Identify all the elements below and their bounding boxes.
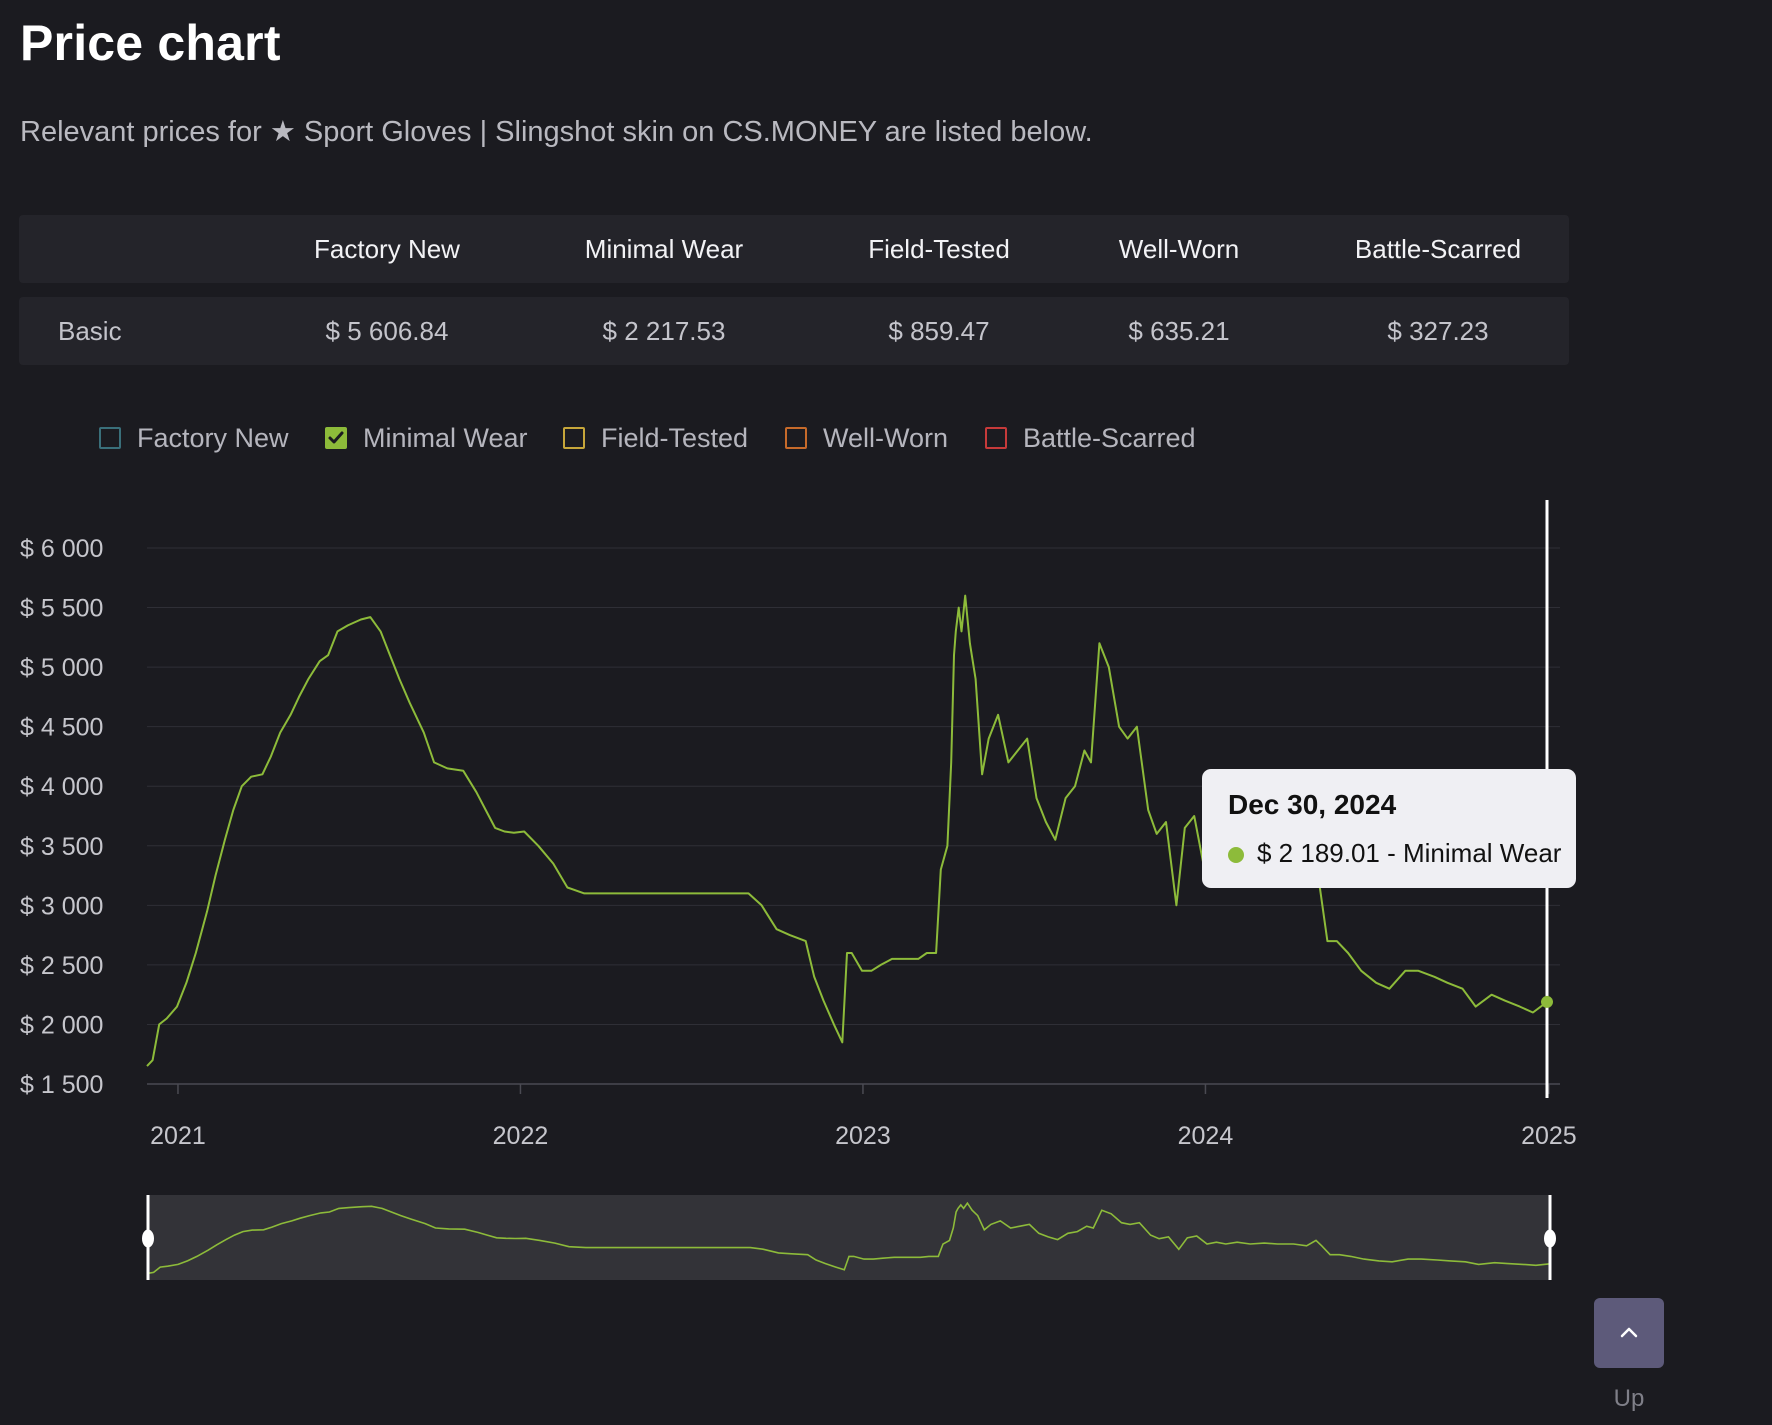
tooltip-date: Dec 30, 2024 bbox=[1228, 789, 1397, 820]
legend-label-well-worn: Well-Worn bbox=[823, 423, 949, 453]
legend-label-factory-new: Factory New bbox=[137, 423, 289, 453]
x-tick-label: 2024 bbox=[1178, 1122, 1234, 1150]
checkbox-factory-new[interactable] bbox=[99, 427, 121, 449]
price-battle-scarred: $ 327.23 bbox=[1387, 316, 1489, 346]
legend-item-field-tested[interactable]: Field-Tested bbox=[563, 420, 763, 460]
price-chart-svg[interactable]: $ 1 500 $ 2 000 $ 2 500 $ 3 000 $ 3 500 $ 4 0… bbox=[0, 480, 1772, 1280]
y-tick-label: $ 4 000 bbox=[20, 773, 103, 801]
intro-text: Relevant prices for ★ Sport Gloves | Sli… bbox=[20, 116, 1093, 148]
y-tick-label: $ 5 500 bbox=[20, 595, 103, 623]
column-header-field-tested: Field-Tested bbox=[868, 234, 1010, 264]
navigator-series-line bbox=[147, 1201, 1551, 1275]
column-header-battle-scarred: Battle-Scarred bbox=[1354, 234, 1522, 264]
checkbox-well-worn[interactable] bbox=[785, 427, 807, 449]
y-tick-label: $ 2 000 bbox=[20, 1011, 103, 1039]
x-tick-label: 2023 bbox=[835, 1122, 891, 1150]
legend-item-battle-scarred[interactable]: Battle-Scarred bbox=[985, 420, 1205, 460]
price-table-header: Factory New Minimal Wear Field-Tested We… bbox=[19, 215, 1569, 283]
legend-label-minimal-wear: Minimal Wear bbox=[363, 423, 528, 453]
navigator-left-handle[interactable] bbox=[142, 1229, 154, 1248]
y-tick-label: $ 2 500 bbox=[20, 952, 103, 980]
y-tick-label: $ 3 000 bbox=[20, 892, 103, 920]
legend-item-minimal-wear[interactable]: Minimal Wear bbox=[325, 420, 528, 460]
column-header-factory-new: Factory New bbox=[314, 234, 460, 264]
legend-item-factory-new[interactable]: Factory New bbox=[99, 420, 299, 460]
x-tick-label: 2021 bbox=[150, 1122, 206, 1150]
x-axis: 2021 2022 2023 2024 2025 bbox=[150, 1084, 1577, 1150]
tooltip-value: $ 2 189.01 - Minimal Wear bbox=[1257, 838, 1562, 868]
column-header-well-worn: Well-Worn bbox=[1118, 234, 1240, 264]
y-tick-label: $ 1 500 bbox=[20, 1071, 103, 1099]
checkbox-field-tested[interactable] bbox=[563, 427, 585, 449]
price-well-worn: $ 635.21 bbox=[1128, 316, 1230, 346]
hover-point bbox=[1541, 995, 1553, 1008]
checkmark-icon bbox=[328, 431, 344, 444]
chart-tooltip: Dec 30, 2024 $ 2 189.01 - Minimal Wear bbox=[1202, 769, 1576, 888]
column-header-minimal-wear: Minimal Wear bbox=[584, 234, 744, 264]
y-tick-label: $ 5 000 bbox=[20, 654, 103, 682]
y-axis: $ 1 500 $ 2 000 $ 2 500 $ 3 000 $ 3 500 $ 4 0… bbox=[20, 535, 103, 1099]
navigator-background bbox=[148, 1195, 1550, 1280]
tooltip-series-dot bbox=[1228, 847, 1244, 863]
checkbox-minimal-wear[interactable] bbox=[325, 427, 347, 449]
checkbox-battle-scarred[interactable] bbox=[985, 427, 1007, 449]
price-chart[interactable]: $ 1 500 $ 2 000 $ 2 500 $ 3 000 $ 3 500 $ 4 0… bbox=[0, 480, 1772, 1280]
price-factory-new: $ 5 606.84 bbox=[325, 316, 449, 346]
page-title: Price chart bbox=[20, 15, 281, 71]
scroll-up-button[interactable] bbox=[1594, 1298, 1664, 1368]
price-field-tested: $ 859.47 bbox=[888, 316, 990, 346]
price-table-row-basic: Basic $ 5 606.84 $ 2 217.53 $ 859.47 $ 6… bbox=[19, 297, 1569, 365]
legend-label-battle-scarred: Battle-Scarred bbox=[1023, 423, 1196, 453]
chevron-up-icon bbox=[1620, 1327, 1638, 1338]
y-tick-label: $ 3 500 bbox=[20, 833, 103, 861]
x-tick-label: 2022 bbox=[493, 1122, 549, 1150]
row-label: Basic bbox=[58, 316, 122, 346]
legend-item-well-worn[interactable]: Well-Worn bbox=[785, 420, 965, 460]
y-tick-label: $ 6 000 bbox=[20, 535, 103, 563]
scroll-up-label: Up bbox=[1613, 1385, 1645, 1412]
price-minimal-wear: $ 2 217.53 bbox=[602, 316, 726, 346]
x-tick-label: 2025 bbox=[1521, 1122, 1577, 1150]
grid-lines bbox=[147, 547, 1560, 1085]
legend-label-field-tested: Field-Tested bbox=[601, 423, 749, 453]
y-tick-label: $ 4 500 bbox=[20, 714, 103, 742]
navigator-right-handle[interactable] bbox=[1544, 1229, 1556, 1248]
range-navigator[interactable] bbox=[142, 1195, 1556, 1280]
